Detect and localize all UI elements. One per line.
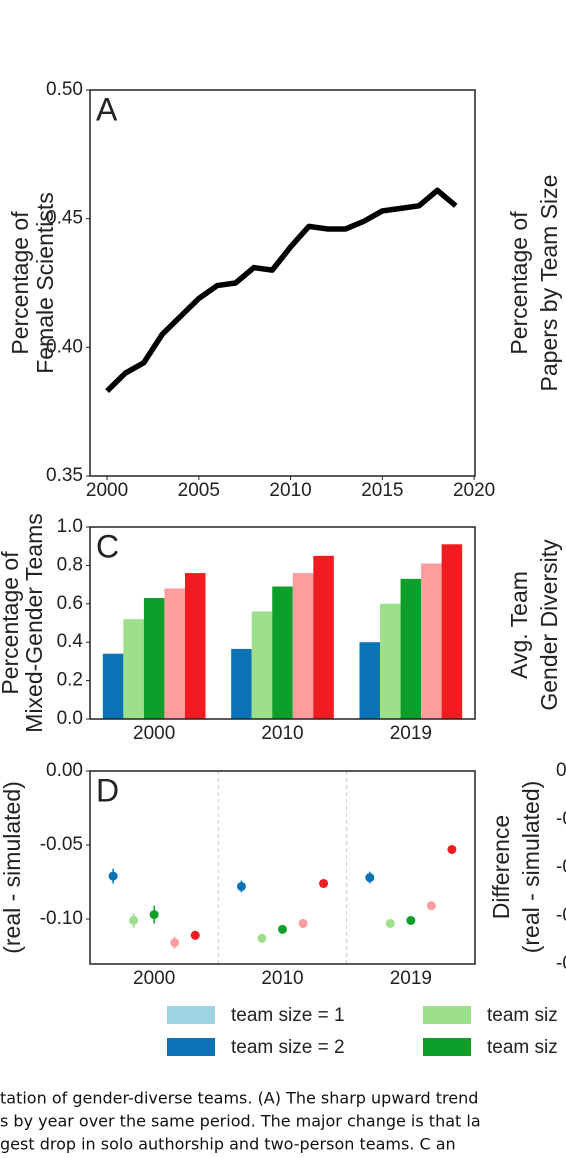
x-tick-label: 2010 xyxy=(261,723,303,744)
y-tick-label: 0.8 xyxy=(57,554,83,575)
y-tick-label: 1.0 xyxy=(57,516,83,537)
bar xyxy=(251,611,273,719)
point xyxy=(236,881,246,891)
x-tick-label: 2000 xyxy=(133,968,175,989)
bar xyxy=(380,603,401,719)
bar xyxy=(231,648,252,719)
point xyxy=(447,844,457,854)
data-line xyxy=(105,187,458,394)
bar xyxy=(123,619,144,719)
y-tick-label: 0.2 xyxy=(57,670,83,691)
y-tick-label: 0.50 xyxy=(46,79,83,100)
y-tick-label: 0.35 xyxy=(46,465,83,486)
legend-label: team size = 2 xyxy=(231,1037,345,1058)
point xyxy=(319,878,329,888)
caption-line: gest drop in solo authorship and two-per… xyxy=(0,1135,456,1154)
legend-swatch xyxy=(167,1038,215,1056)
y-tick-label: -0 xyxy=(556,808,566,829)
y-axis-label: Avg. Team xyxy=(506,571,532,679)
legend-label: team siz xyxy=(487,1037,558,1058)
y-axis-label: (real - simulated) xyxy=(518,781,544,954)
x-tick-label: 2019 xyxy=(390,968,432,989)
axes-frame xyxy=(89,770,476,965)
y-tick-label: 0.00 xyxy=(46,760,83,781)
bar xyxy=(359,642,381,719)
y-tick-label: 0 xyxy=(556,760,566,781)
bar xyxy=(272,586,293,719)
bar xyxy=(421,563,442,719)
y-axis-label: Mixed-Gender Teams xyxy=(21,513,47,732)
caption-line: tation of gender-diverse teams. (A) The … xyxy=(0,1089,478,1108)
y-axis-label: Papers by Team Size xyxy=(536,175,562,392)
point xyxy=(298,918,308,928)
bar xyxy=(313,555,334,719)
point xyxy=(108,871,118,881)
y-tick-label: -0.10 xyxy=(40,908,83,929)
bar xyxy=(143,598,165,719)
y-axis-label: Gender Diversity xyxy=(536,539,562,711)
axes-frame xyxy=(89,89,476,477)
y-tick-label: -0 xyxy=(556,857,566,878)
x-tick-label: 2000 xyxy=(86,480,128,501)
point xyxy=(170,938,180,948)
legend-swatch xyxy=(167,1006,215,1024)
point xyxy=(385,918,395,928)
bar xyxy=(400,578,422,719)
legend-swatch xyxy=(423,1038,471,1056)
legend-swatch xyxy=(423,1006,471,1024)
x-tick-label: 2010 xyxy=(269,480,311,501)
y-tick-label: 0.6 xyxy=(57,593,83,614)
y-axis-label: Percentage of xyxy=(0,551,23,695)
legend-label: team siz xyxy=(487,1005,558,1026)
y-tick-label: -0.05 xyxy=(40,834,83,855)
bar xyxy=(292,573,314,719)
y-tick-label: -0 xyxy=(556,905,566,926)
y-tick-label: 0.0 xyxy=(57,708,83,729)
y-tick-label: 0.40 xyxy=(46,336,83,357)
bar xyxy=(102,653,124,719)
point xyxy=(190,930,200,940)
bar xyxy=(184,573,206,719)
x-tick-label: 2019 xyxy=(390,723,432,744)
x-tick-label: 2000 xyxy=(133,723,175,744)
y-axis-label: (real - simulated) xyxy=(0,781,25,954)
point xyxy=(278,924,287,934)
x-tick-label: 2015 xyxy=(361,480,403,501)
x-tick-label: 2005 xyxy=(178,480,220,501)
y-tick-label: 0.45 xyxy=(46,208,83,229)
bar xyxy=(441,544,463,719)
point xyxy=(257,933,267,943)
axes-frame xyxy=(89,526,476,720)
legend-label: team size = 1 xyxy=(231,1005,345,1026)
caption-line: s by year over the same period. The majo… xyxy=(0,1112,481,1131)
bar xyxy=(164,588,185,719)
point xyxy=(149,910,159,920)
panel-label: D xyxy=(96,772,119,808)
x-tick-label: 2020 xyxy=(453,480,495,501)
y-tick-label: -0 xyxy=(556,953,566,974)
point xyxy=(365,873,375,883)
point xyxy=(406,915,416,925)
y-axis-label: Female Scientists xyxy=(32,192,58,374)
y-axis-label: Percentage of xyxy=(7,211,33,355)
y-axis-label: Difference xyxy=(488,815,514,919)
y-axis-label: Percentage of xyxy=(506,211,532,355)
y-tick-label: 0.4 xyxy=(57,631,84,652)
panel-label: C xyxy=(96,528,119,564)
point xyxy=(129,915,139,925)
panel-label: A xyxy=(96,91,118,127)
x-tick-label: 2010 xyxy=(261,968,303,989)
point xyxy=(426,901,436,911)
